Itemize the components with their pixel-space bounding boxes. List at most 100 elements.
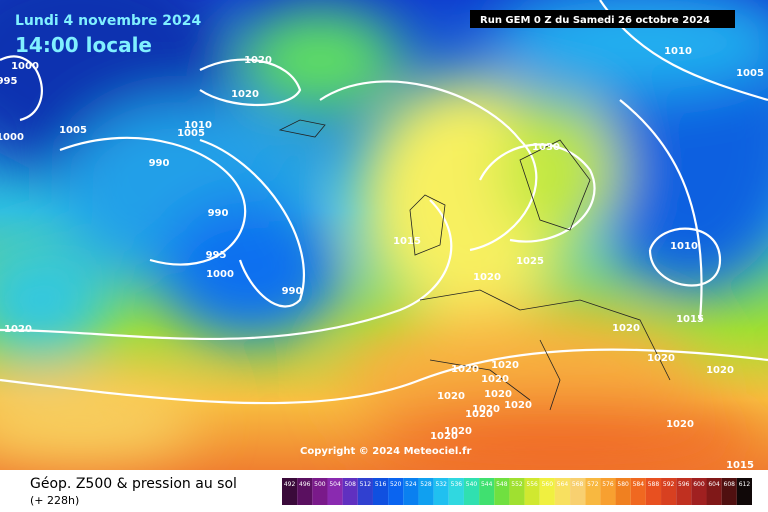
isobar-label: 990 xyxy=(149,158,170,169)
scale-swatch xyxy=(661,478,677,505)
scale-label: 528 xyxy=(420,481,432,488)
scale-swatch xyxy=(327,478,343,505)
scale-swatch xyxy=(357,478,373,505)
scale-label: 516 xyxy=(375,481,387,488)
scale-label: 612 xyxy=(739,481,751,488)
scale-swatch xyxy=(342,478,358,505)
isobar-label: 1020 xyxy=(4,324,32,335)
scale-swatch xyxy=(297,478,313,505)
isobar-label: 1015 xyxy=(393,236,421,247)
isobar-label: 1000 xyxy=(11,61,39,72)
scale-swatch xyxy=(433,478,449,505)
scale-label: 556 xyxy=(526,481,538,488)
run: Run GEM 0 Z du Samedi 26 octobre 2024 xyxy=(480,15,710,26)
isobar-label: 1010 xyxy=(664,46,692,57)
isobar-label: 990 xyxy=(208,208,229,219)
isobar-label: 1020 xyxy=(612,323,640,334)
scale-swatch xyxy=(494,478,510,505)
scale-label: 552 xyxy=(511,481,523,488)
isobar-label: 1020 xyxy=(473,272,501,283)
scale-swatch xyxy=(372,478,389,505)
scale-label: 548 xyxy=(496,481,508,488)
scale-swatch xyxy=(721,478,737,505)
isobar-label: 995 xyxy=(0,76,17,87)
scale-label: 572 xyxy=(587,481,599,488)
scale-label: 584 xyxy=(633,481,645,488)
isobar-label: 1020 xyxy=(244,55,272,66)
isobar-label: 995 xyxy=(206,250,227,261)
scale-swatch xyxy=(630,478,646,505)
scale-swatch xyxy=(282,478,298,505)
isobar-label: 1000 xyxy=(0,132,24,143)
date: Lundi 4 novembre 2024 xyxy=(15,13,201,29)
isobar-label: 1020 xyxy=(666,419,694,430)
scale-label: 580 xyxy=(617,481,629,488)
isobar-label: 1020 xyxy=(472,404,500,415)
scale-label: 600 xyxy=(693,481,705,488)
scale-swatch xyxy=(448,478,464,505)
scale-swatch xyxy=(615,478,631,505)
scale-swatch xyxy=(554,478,571,505)
footer-title: Géop. Z500 & pression au sol xyxy=(30,476,237,492)
isobar-label: 1020 xyxy=(491,360,519,371)
scale-swatch xyxy=(691,478,707,505)
scale-swatch xyxy=(600,478,616,505)
scale-swatch xyxy=(463,478,480,505)
scale-swatch xyxy=(736,478,752,505)
scale-swatch xyxy=(403,478,419,505)
isobar-label: 1030 xyxy=(532,142,560,153)
scale-swatch xyxy=(676,478,692,505)
isobar-label: 1020 xyxy=(465,409,493,420)
scale-label: 568 xyxy=(572,481,584,488)
isobar-label: 1015 xyxy=(726,460,754,471)
isobar-label: 1005 xyxy=(177,128,205,139)
isobar-label: 1020 xyxy=(444,426,472,437)
scale-swatch xyxy=(570,478,586,505)
isobar-label: 1000 xyxy=(206,269,234,280)
color-scale: 492 496 500 504 508 512 516 520 524 528 532 536 540 5… xyxy=(282,478,752,505)
scale-swatch xyxy=(524,478,540,505)
isobar-label: 1020 xyxy=(647,353,675,364)
isobar-label: 1020 xyxy=(504,400,532,411)
scale-swatch xyxy=(706,478,722,505)
scale-label: 588 xyxy=(648,481,660,488)
scale-label: 604 xyxy=(708,481,720,488)
scale-label: 576 xyxy=(602,481,614,488)
scale-swatch xyxy=(418,478,434,505)
scale-label: 544 xyxy=(481,481,493,488)
scale-swatch xyxy=(312,478,328,505)
scale-swatch xyxy=(388,478,404,505)
scale-label: 524 xyxy=(405,481,417,488)
scale-swatch xyxy=(539,478,555,505)
isobars xyxy=(278,119,671,411)
isobar-label: 1010 xyxy=(670,241,698,252)
footer-subtitle: (+ 228h) xyxy=(30,494,79,507)
scale-label: 592 xyxy=(663,481,675,488)
isobar-label: 1015 xyxy=(676,314,704,325)
isobar-label: 1010 xyxy=(184,120,212,131)
isobar-label: 1020 xyxy=(231,89,259,100)
isobar-label: 1020 xyxy=(481,374,509,385)
scale-label: 596 xyxy=(678,481,690,488)
isobar-label: 1005 xyxy=(59,125,87,136)
isobar-label: 1025 xyxy=(516,256,544,267)
scale-label: 500 xyxy=(314,481,326,488)
scale-label: 504 xyxy=(329,481,341,488)
scale-label: 532 xyxy=(435,481,447,488)
isobar-label: 1020 xyxy=(451,364,479,375)
isobar-label: 1020 xyxy=(437,391,465,402)
isobar-label: 1020 xyxy=(484,389,512,400)
scale-label: 560 xyxy=(542,481,554,488)
scale-swatch xyxy=(585,478,601,505)
isobar-label: 1020 xyxy=(430,431,458,442)
scale-label: 540 xyxy=(466,481,478,488)
time: 14:00 locale xyxy=(15,33,152,57)
scale-label: 536 xyxy=(451,481,463,488)
copyright: Copyright © 2024 Meteociel.fr xyxy=(300,446,471,457)
scale-label: 520 xyxy=(390,481,402,488)
isobar-label: 990 xyxy=(282,286,303,297)
scale-swatch xyxy=(479,478,495,505)
scale-label: 496 xyxy=(299,481,311,488)
scale-label: 608 xyxy=(724,481,736,488)
